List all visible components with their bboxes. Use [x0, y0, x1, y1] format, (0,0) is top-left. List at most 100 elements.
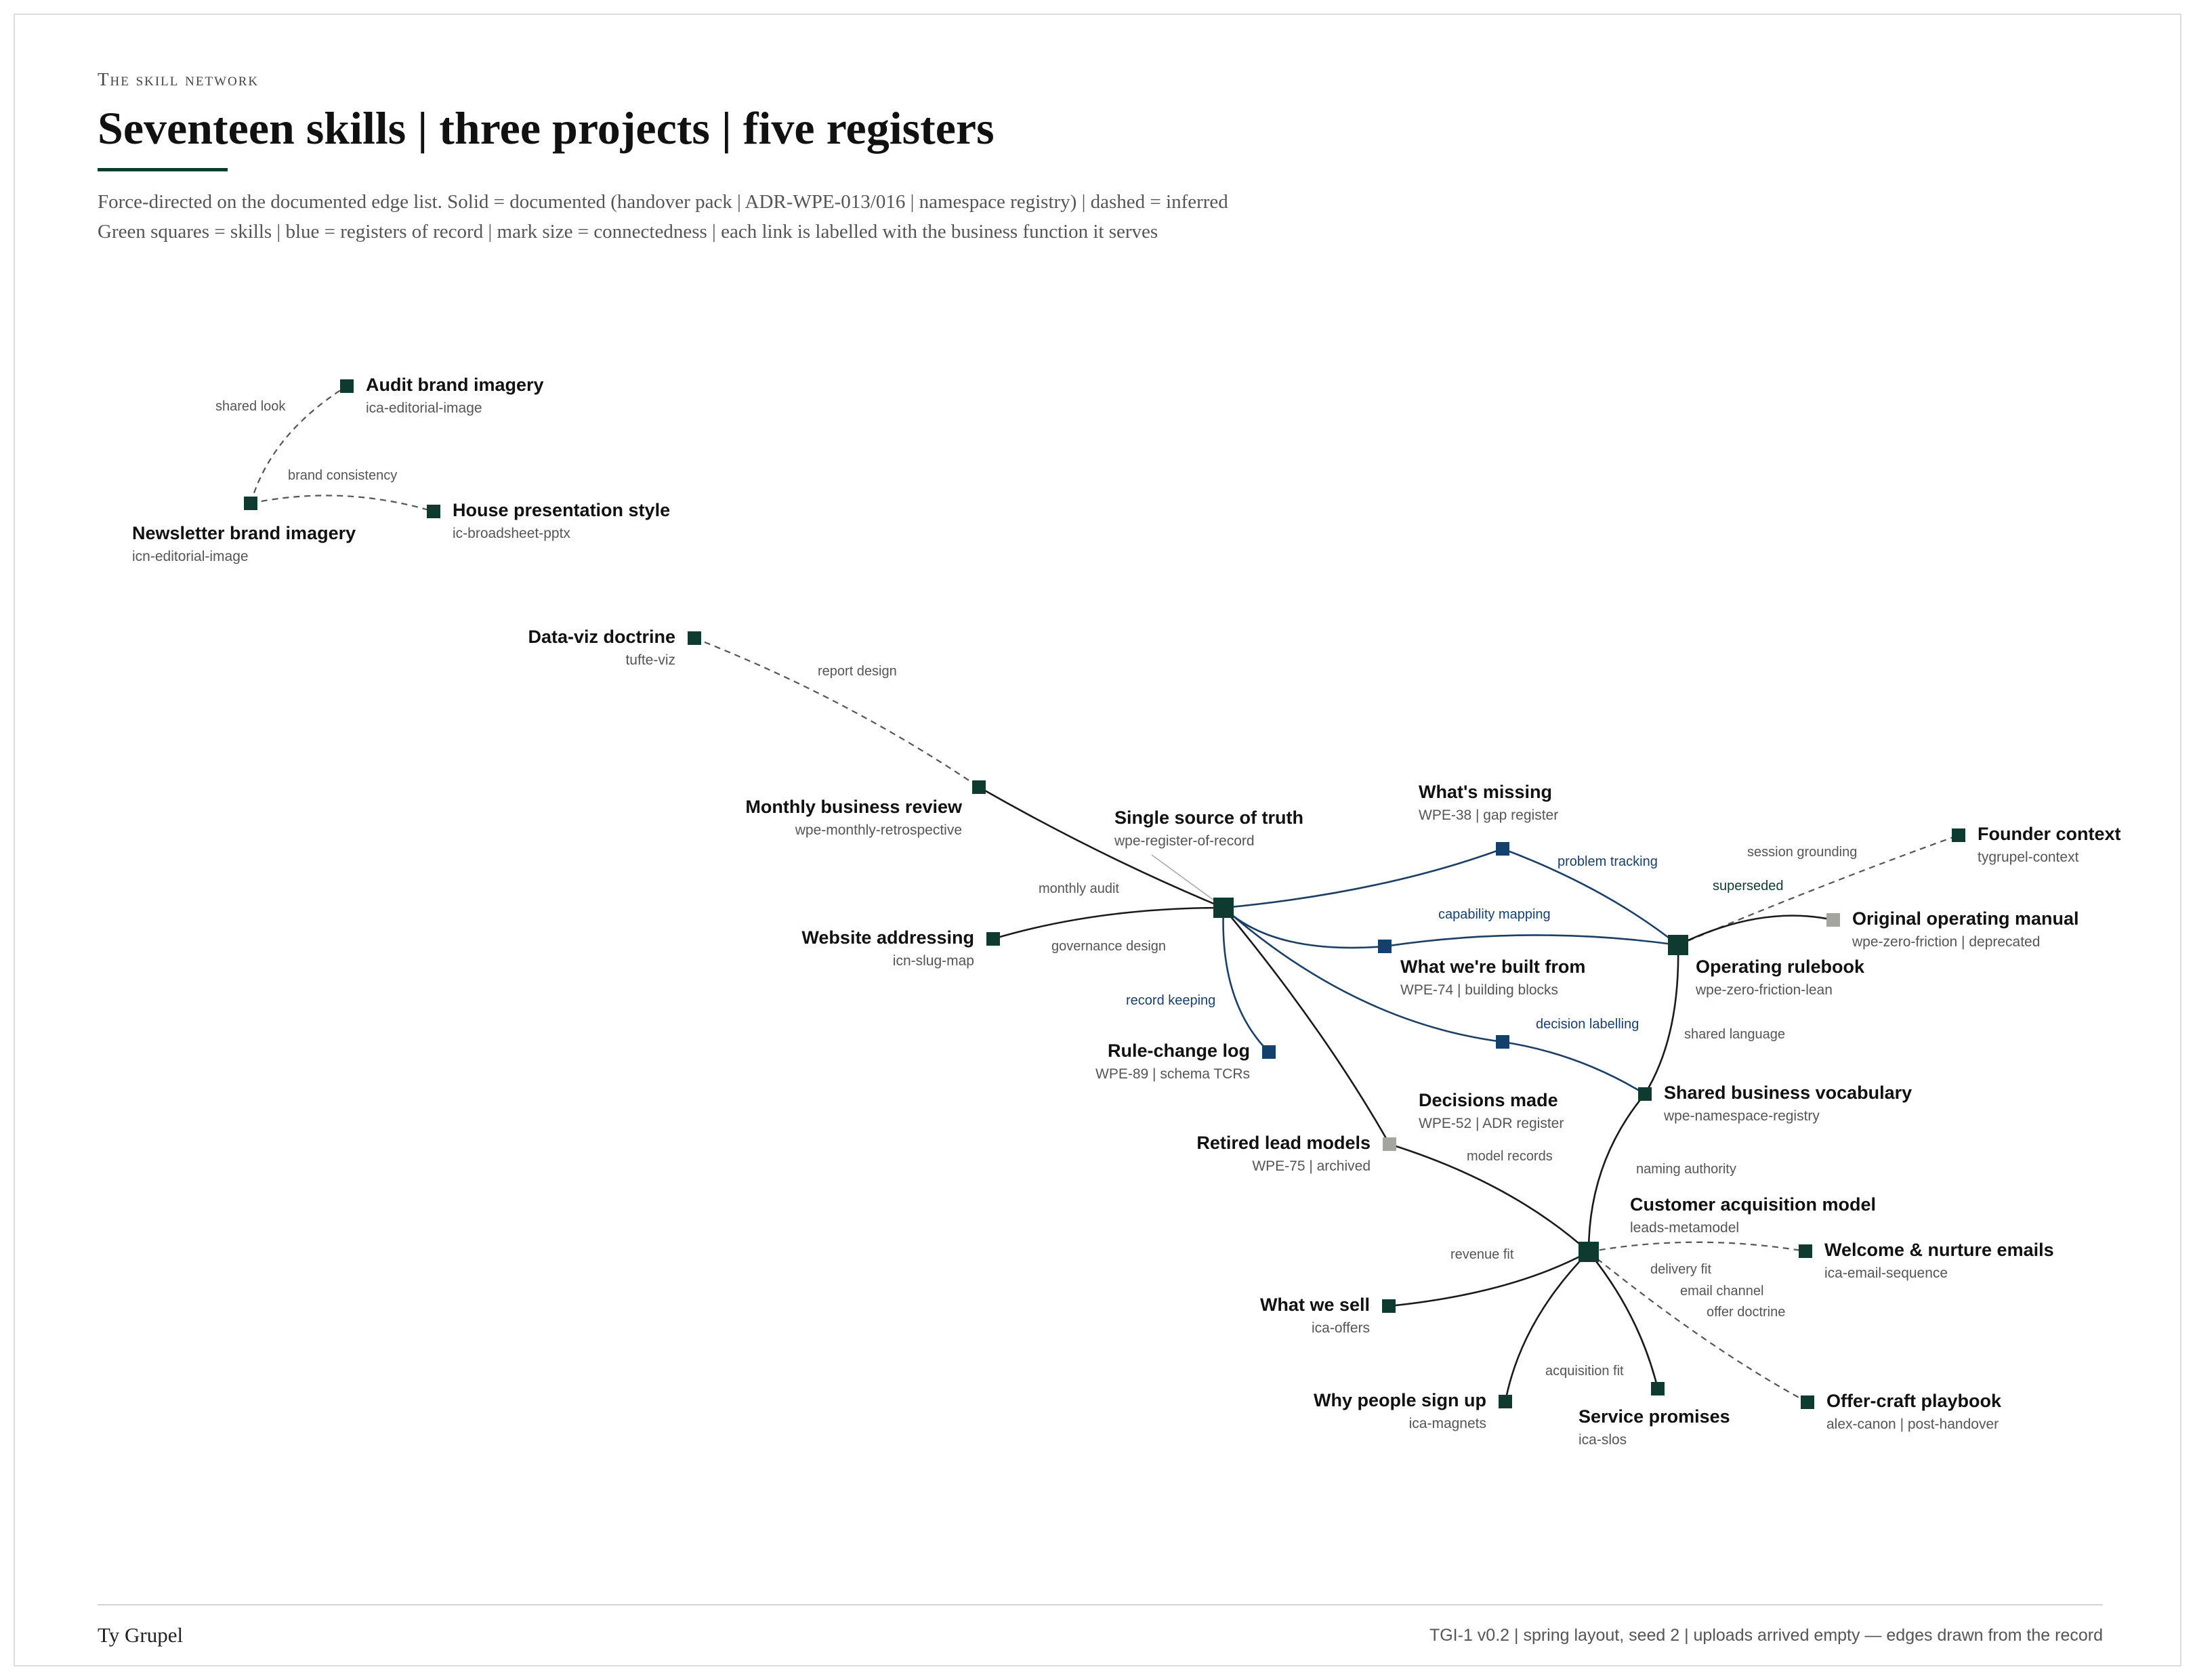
- node-sub-rulebook: wpe-zero-friction-lean: [1695, 982, 1833, 998]
- node-sub-website: icn-slug-map: [893, 953, 974, 969]
- node-decisions: Decisions made WPE-52 | ADR register: [1419, 1035, 1564, 1131]
- edge-layer: [249, 385, 1959, 1403]
- footer-colophon: TGI-1 v0.2 | spring layout, seed 2 | upl…: [1429, 1626, 2103, 1645]
- node-why-signup: Why people sign up ica-magnets: [1314, 1390, 1512, 1431]
- edge-newsletter-brand-to-audit-brand: [249, 385, 348, 504]
- page-frame: [14, 14, 2181, 1666]
- node-welcome: Welcome & nurture emails ica-email-sequen…: [1799, 1240, 2054, 1281]
- node-name-welcome: Welcome & nurture emails: [1824, 1240, 2054, 1260]
- node-layer: Audit brand imagery ica-editorial-image Ne…: [132, 375, 2121, 1448]
- node-newsletter-brand: Newsletter brand imagery icn-editorial-im…: [132, 497, 356, 564]
- node-sub-service: ica-slos: [1579, 1432, 1627, 1448]
- node-name-cam: Customer acquisition model: [1630, 1194, 1876, 1215]
- node-sub-audit-brand: ica-editorial-image: [366, 400, 482, 416]
- node-sub-rule-change: WPE-89 | schema TCRs: [1095, 1066, 1250, 1082]
- node-marker-missing: [1496, 842, 1509, 856]
- node-website: Website addressing icn-slug-map: [801, 927, 1000, 969]
- edge-label-cam-to-why-signup: acquisition fit: [1545, 1364, 1624, 1379]
- edge-built-from-to-rulebook: [1384, 934, 1679, 948]
- node-marker-website: [986, 932, 1000, 946]
- node-sub-why-signup: ica-magnets: [1409, 1416, 1486, 1431]
- node-sub-decisions: WPE-52 | ADR register: [1419, 1116, 1564, 1131]
- node-marker-rulebook: [1668, 935, 1688, 955]
- page-title: Seventeen skills | three projects | five…: [98, 102, 995, 154]
- edge-label-monthly-review-to-sst: monthly audit: [1039, 881, 1119, 896]
- edge-label-decisions-to-vocab: decision labelling: [1536, 1017, 1639, 1032]
- edge-label-rulebook-to-original-manual: superseded: [1713, 879, 1784, 894]
- node-audit-brand: Audit brand imagery ica-editorial-image: [340, 375, 544, 416]
- footer-divider: [98, 1604, 2103, 1605]
- node-name-built-from: What we're built from: [1400, 957, 1585, 977]
- node-sub-newsletter-brand: icn-editorial-image: [132, 549, 249, 564]
- node-sub-dataviz: tufte-viz: [625, 652, 675, 668]
- node-marker-rule-change: [1262, 1045, 1276, 1059]
- edge-website-to-sst: [992, 906, 1224, 940]
- node-sst: Single source of truth wpe-register-of-re…: [1114, 807, 1303, 918]
- edge-what-sell-to-cam: [1388, 1251, 1589, 1307]
- node-name-dataviz: Data-viz doctrine: [528, 627, 675, 647]
- node-name-rule-change: Rule-change log: [1108, 1041, 1250, 1061]
- node-house-style: House presentation style ic-broadsheet-pp…: [427, 500, 670, 541]
- node-rulebook: Operating rulebook wpe-zero-friction-lean: [1668, 935, 1865, 998]
- node-sub-monthly-review: wpe-monthly-retrospective: [795, 822, 962, 838]
- node-sub-sst: wpe-register-of-record: [1114, 833, 1255, 849]
- edge-missing-to-rulebook: [1502, 847, 1679, 946]
- node-marker-why-signup: [1499, 1395, 1512, 1408]
- edge-label-newsletter-brand-to-audit-brand: shared look: [215, 399, 286, 414]
- node-name-website: Website addressing: [801, 927, 974, 948]
- edge-label-missing-to-rulebook: problem tracking: [1558, 854, 1658, 869]
- edge-rulebook-to-original-manual: [1677, 915, 1834, 946]
- node-marker-retired: [1383, 1137, 1396, 1151]
- node-sub-retired: WPE-75 | archived: [1252, 1158, 1371, 1174]
- node-marker-founder: [1952, 828, 1965, 842]
- node-name-what-sell: What we sell: [1260, 1295, 1370, 1315]
- node-marker-newsletter-brand: [244, 497, 257, 510]
- node-name-audit-brand: Audit brand imagery: [366, 375, 544, 395]
- edge-label-cam-to-service: delivery fit: [1650, 1262, 1711, 1277]
- edge-rulebook-to-founder: [1677, 834, 1959, 946]
- edge-label-retired-to-cam: model records: [1467, 1149, 1553, 1164]
- node-marker-what-sell: [1382, 1299, 1396, 1313]
- node-marker-cam: [1579, 1242, 1599, 1262]
- edge-label-what-sell-to-cam: revenue fit: [1450, 1247, 1514, 1262]
- node-founder: Founder context tygrupel-context: [1952, 824, 2121, 865]
- node-missing: What's missing WPE-38 | gap register: [1419, 782, 1558, 856]
- edge-dataviz-to-monthly-review: [694, 637, 980, 788]
- node-name-why-signup: Why people sign up: [1314, 1390, 1486, 1410]
- edge-label-sst-to-rule-change: record keeping: [1126, 993, 1215, 1008]
- node-name-sst: Single source of truth: [1114, 807, 1303, 828]
- edge-vocab-to-cam: [1587, 1093, 1646, 1253]
- node-name-missing: What's missing: [1419, 782, 1552, 802]
- edge-sst-to-decisions: [1223, 907, 1503, 1043]
- node-name-retired: Retired lead models: [1196, 1133, 1371, 1153]
- node-marker-sst: [1213, 898, 1234, 918]
- node-what-sell: What we sell ica-offers: [1260, 1295, 1396, 1336]
- node-sub-welcome: ica-email-sequence: [1824, 1265, 1948, 1281]
- edge-label-cam-to-welcome: email channel: [1680, 1284, 1763, 1299]
- edge-newsletter-brand-to-house-style: [250, 495, 434, 513]
- node-name-rulebook: Operating rulebook: [1696, 957, 1865, 977]
- edge-label-newsletter-brand-to-house-style: brand consistency: [288, 468, 397, 483]
- edge-sst-to-missing: [1223, 847, 1503, 909]
- node-sub-offer-craft: alex-canon | post-handover: [1826, 1416, 1999, 1432]
- node-marker-monthly-review: [972, 780, 986, 794]
- edge-sst-to-retired: [1222, 907, 1391, 1145]
- node-rule-change: Rule-change log WPE-89 | schema TCRs: [1095, 1041, 1276, 1082]
- edge-cam-to-service: [1587, 1251, 1659, 1389]
- node-sub-what-sell: ica-offers: [1312, 1320, 1370, 1336]
- edge-label-layer: shared look brand consistency report desig…: [215, 399, 1857, 1379]
- node-service: Service promises ica-slos: [1579, 1382, 1730, 1448]
- node-retired: Retired lead models WPE-75 | archived: [1196, 1133, 1396, 1174]
- node-cam: Customer acquisition model leads-metamode…: [1579, 1194, 1876, 1262]
- node-name-decisions: Decisions made: [1419, 1090, 1558, 1110]
- edge-cam-to-welcome: [1588, 1241, 1806, 1253]
- edge-label-vocab-to-cam: naming authority: [1636, 1162, 1736, 1177]
- edge-cam-to-offer-craft: [1588, 1251, 1808, 1403]
- node-original-manual: Original operating manual wpe-zero-fricti…: [1826, 908, 2079, 950]
- title-underline: [98, 168, 228, 171]
- node-sub-vocab: wpe-namespace-registry: [1663, 1108, 1820, 1124]
- node-sub-house-style: ic-broadsheet-pptx: [453, 526, 570, 541]
- node-marker-service: [1651, 1382, 1665, 1395]
- edge-label-cam-to-offer-craft: offer doctrine: [1707, 1305, 1785, 1320]
- node-sub-cam: leads-metamodel: [1630, 1220, 1739, 1236]
